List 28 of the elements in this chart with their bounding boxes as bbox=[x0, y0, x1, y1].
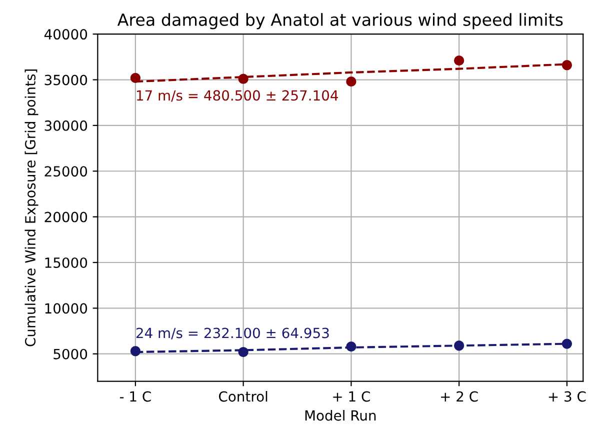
y-tick-label: 10000 bbox=[45, 303, 88, 314]
y-tick-label: 15000 bbox=[45, 257, 88, 268]
y-tick-label: 40000 bbox=[44, 29, 88, 40]
x-axis-title: Model Run bbox=[305, 410, 376, 421]
point bbox=[562, 338, 572, 349]
point bbox=[130, 346, 141, 356]
y-tick-label: 5000 bbox=[54, 348, 88, 360]
annotation: 24 m/s = 232.100 ± 64.953 bbox=[136, 328, 329, 340]
point bbox=[454, 55, 464, 66]
y-tick-label: 30000 bbox=[44, 120, 88, 131]
point bbox=[346, 341, 356, 352]
x-tick-label: Control bbox=[218, 390, 268, 402]
x-tick-label: + 2 C bbox=[441, 391, 478, 402]
x-tick-label: + 1 C bbox=[333, 391, 370, 402]
point bbox=[130, 72, 141, 84]
point bbox=[238, 346, 248, 358]
y-tick-label: 20000 bbox=[44, 212, 88, 222]
x-tick-label: - 1 C bbox=[120, 391, 151, 402]
y-tick-label: 35000 bbox=[44, 74, 88, 86]
y-tick-label: 25000 bbox=[44, 166, 88, 177]
point bbox=[346, 76, 356, 87]
point bbox=[562, 60, 572, 70]
annotation: 17 m/s = 480.500 ± 257.104 bbox=[136, 90, 338, 102]
point bbox=[454, 340, 464, 351]
x-tick-label: + 3 C bbox=[548, 391, 586, 402]
point bbox=[238, 74, 248, 84]
y-axis-title: Cumulative Wind Exposure [Grid points] bbox=[24, 69, 38, 346]
chart-title: Area damaged by Anatol at various wind speed limits bbox=[117, 13, 563, 30]
